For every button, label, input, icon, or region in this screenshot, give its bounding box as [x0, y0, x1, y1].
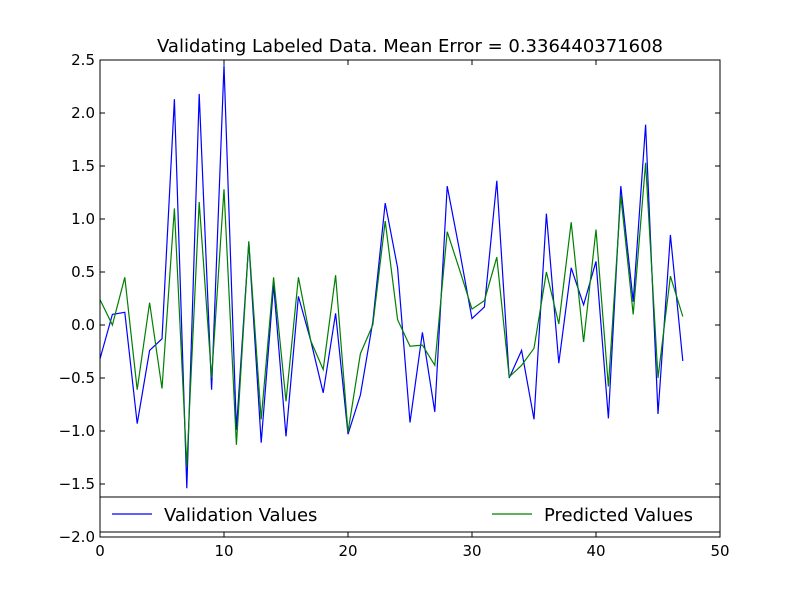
y-tick-label: 2.5	[71, 51, 95, 69]
series-layer	[99, 65, 684, 489]
y-tick-label: 1.5	[71, 157, 95, 175]
y-tick-label: 0.5	[71, 263, 95, 281]
x-tick-label: 30	[462, 542, 481, 560]
x-tick-label: 40	[586, 542, 605, 560]
legend: Validation Values Predicted Values	[99, 496, 721, 533]
y-tick-label: −1.0	[59, 422, 95, 440]
x-tick-label: 0	[95, 542, 105, 560]
y-tick-label: 0.0	[71, 316, 95, 334]
x-tick-label: 50	[710, 542, 729, 560]
y-tick-label: 2.0	[71, 104, 95, 122]
y-tick-label: −2.0	[59, 528, 95, 546]
y-tick-label: 1.0	[71, 210, 95, 228]
axes-ticks: 0 10 20 30 40 50 −2.0 −1.5 −1.0 −0.5 0.0 0.5 1.0 1.5 2…	[59, 51, 730, 560]
plot-frame	[99, 59, 721, 538]
legend-label-predicted: Predicted Values	[544, 505, 693, 526]
series-line-predicted	[99, 162, 684, 467]
legend-box	[99, 496, 721, 533]
legend-label-validation: Validation Values	[164, 505, 317, 526]
y-tick-label: −0.5	[59, 369, 95, 387]
chart-title: Validating Labeled Data. Mean Error = 0.…	[157, 36, 663, 57]
x-tick-label: 10	[214, 542, 233, 560]
y-tick-label: −1.5	[59, 475, 95, 493]
series-line-validation	[99, 65, 684, 489]
x-tick-label: 20	[338, 542, 357, 560]
